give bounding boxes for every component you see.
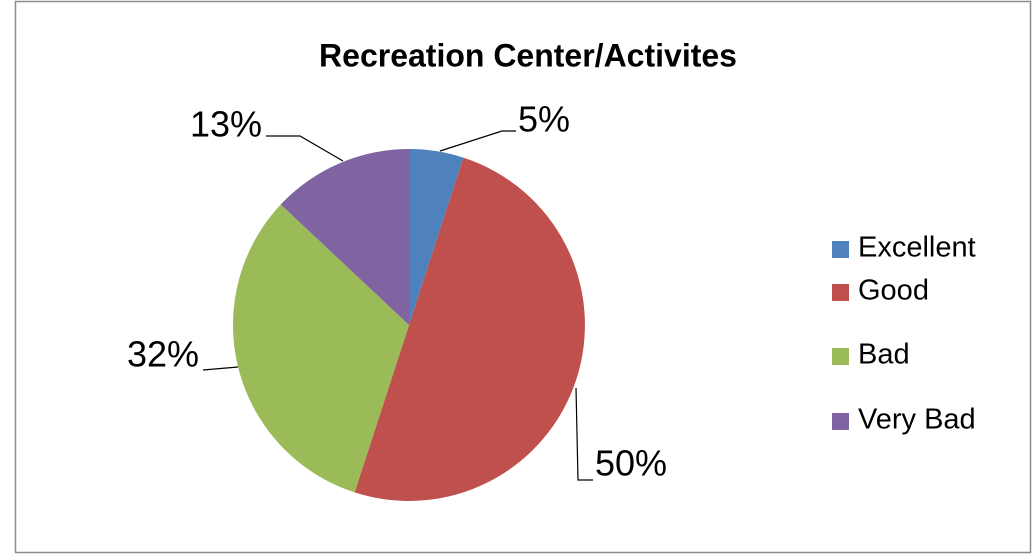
legend-label: Excellent [858, 232, 976, 264]
leader-line [266, 135, 344, 162]
leader-line [439, 130, 516, 152]
pie-slice [354, 157, 585, 501]
legend-swatch [832, 348, 849, 365]
pie-slice [409, 149, 464, 325]
data-label: 32% [127, 334, 199, 375]
legend-swatch [832, 284, 849, 301]
data-label: 13% [190, 104, 262, 145]
data-label: 5% [518, 99, 570, 140]
legend-label: Very Bad [858, 404, 976, 436]
leader-line [575, 387, 593, 481]
legend-label: Good [858, 275, 929, 307]
data-label: 50% [595, 443, 667, 484]
leader-line [202, 366, 239, 371]
chart-title: Recreation Center/Activites [319, 37, 737, 73]
legend-swatch [832, 413, 849, 430]
pie-slice [232, 204, 409, 493]
pie-slice [280, 149, 409, 325]
legend-label: Bad [858, 339, 910, 371]
legend-swatch [832, 241, 849, 258]
